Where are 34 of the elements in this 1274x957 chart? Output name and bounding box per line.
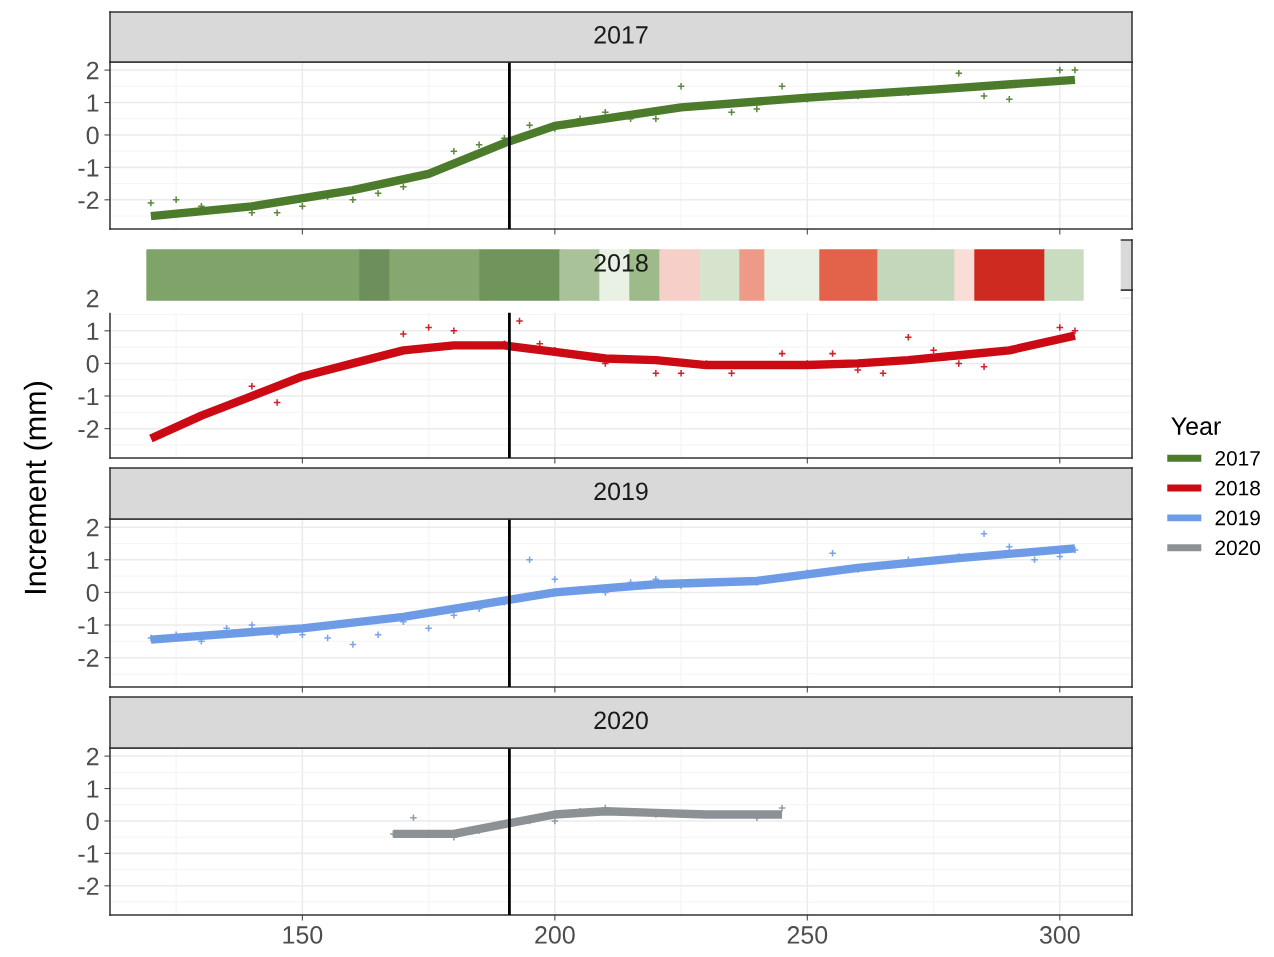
x-tick-label: 200 [535,926,575,944]
y-tick-label: 2 [86,747,99,766]
legend-label: 2020 [1215,540,1261,556]
y-tick-label: -1 [78,845,99,863]
y-tick-label: 2 [86,289,99,308]
y-tick-label: 2 [86,61,99,80]
x-tick-label: 150 [283,926,323,944]
y-tick-label: -2 [78,420,99,438]
y-tick-label: 1 [87,94,99,112]
y-tick-label: -2 [78,191,99,209]
y-tick-label: 1 [87,551,99,569]
y-tick-label: 0 [86,584,99,602]
y-tick-label: 1 [87,780,99,798]
x-tick-label: 300 [1039,926,1080,944]
y-axis-title: Increment (mm) [23,382,53,593]
x-tick-label: 250 [787,926,828,944]
legend-title: Year [1171,417,1221,436]
chart-title: 2018 [594,254,648,272]
legend-label: 2018 [1215,480,1260,496]
chart-title: 2017 [594,26,648,44]
legend-label: 2017 [1215,450,1260,466]
y-tick-label: -1 [78,616,99,635]
y-tick-label: -1 [78,159,99,177]
chart-title: 2020 [594,711,648,730]
y-tick-label: 1 [87,322,99,340]
y-tick-label: -2 [78,877,99,895]
chart-title: 2019 [594,482,648,501]
y-tick-label: 0 [86,355,99,373]
y-tick-label: 0 [86,126,99,145]
y-tick-label: 2 [86,518,99,537]
y-tick-label: 0 [86,812,99,831]
y-tick-label: -2 [78,649,99,667]
y-tick-label: -1 [78,387,99,406]
legend-label: 2019 [1215,510,1260,526]
